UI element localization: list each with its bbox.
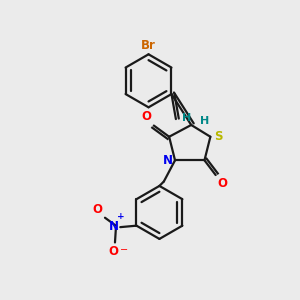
Text: O: O [93, 203, 103, 216]
Text: Br: Br [141, 39, 156, 52]
Text: +: + [117, 212, 125, 221]
Text: O: O [217, 177, 227, 190]
Text: H: H [182, 112, 192, 123]
Text: N: N [163, 154, 173, 167]
Text: S: S [214, 130, 222, 143]
Text: −: − [120, 245, 128, 255]
Text: N: N [109, 220, 119, 233]
Text: O: O [109, 245, 118, 258]
Text: H: H [200, 116, 209, 126]
Text: O: O [142, 110, 152, 123]
